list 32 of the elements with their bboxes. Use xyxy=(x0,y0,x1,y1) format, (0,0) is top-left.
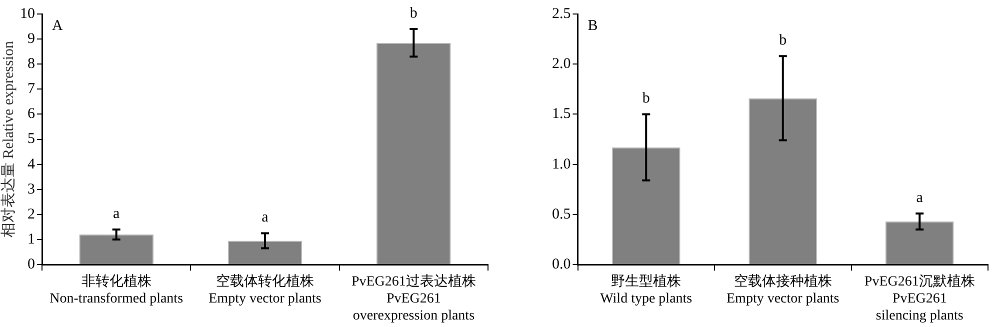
y-tick-label: 3 xyxy=(28,181,35,198)
y-tick-label: 2.5 xyxy=(552,6,571,22)
y-tick-label: 10 xyxy=(20,6,35,22)
y-tick-label: 8 xyxy=(28,56,35,72)
x-tick-label: PvEG261过表达植株 PvEG261 overexpression plants xyxy=(351,274,476,324)
annotation: b xyxy=(779,32,787,49)
x-tick-label: 非转化植株 Non-transformed plants xyxy=(50,274,184,306)
x-tick-label: 空载体接种植株 Empty vector plants xyxy=(726,274,840,306)
y-tick-label: 1.5 xyxy=(552,106,571,122)
x-tick-label: 空载体转化植株 Empty vector plants xyxy=(208,274,322,306)
annotation: a xyxy=(916,190,924,206)
y-tick-label: 5 xyxy=(28,131,35,148)
y-tick-label: 2 xyxy=(28,206,35,222)
annotation: A xyxy=(52,18,63,34)
y-tick-label: 6 xyxy=(28,106,36,122)
x-tick-label: PvEG261沉默植株 PvEG261 silencing plants xyxy=(864,274,975,324)
annotation: B xyxy=(588,18,598,34)
y-tick-label: 0.0 xyxy=(552,256,571,273)
y-axis-title: 相对表达量 Relative expression xyxy=(0,40,17,238)
y-tick-label: 7 xyxy=(28,81,36,98)
annotation: b xyxy=(642,90,650,107)
y-tick-label: 0.5 xyxy=(552,206,571,222)
annotation: b xyxy=(410,5,418,22)
y-tick-label: 1 xyxy=(28,231,35,248)
y-tick-label: 2.0 xyxy=(552,56,571,72)
annotation: a xyxy=(112,206,120,222)
y-tick-label: 0 xyxy=(28,256,35,273)
y-tick-label: 9 xyxy=(28,31,35,47)
x-tick-label: 野生型植株 Wild type plants xyxy=(600,274,692,306)
annotation: a xyxy=(262,210,269,226)
y-tick-label: 4 xyxy=(28,156,36,172)
y-tick-label: 1.0 xyxy=(552,156,571,172)
